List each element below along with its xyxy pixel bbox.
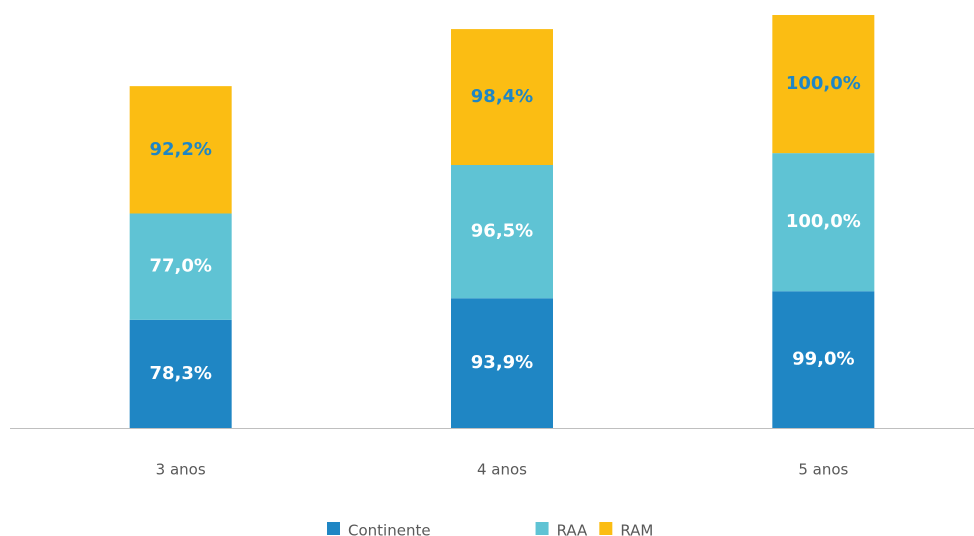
legend-swatch xyxy=(327,522,340,535)
legend-label: RAA xyxy=(557,522,588,536)
data-label: 100,0% xyxy=(786,211,861,232)
data-label: 92,2% xyxy=(149,139,211,160)
bar-segment xyxy=(772,291,875,428)
bar-segment xyxy=(129,86,232,214)
bar-segment xyxy=(129,213,232,320)
x-tick-label: 5 anos xyxy=(798,461,848,479)
legend-swatch xyxy=(535,522,549,535)
x-tick-label: 4 anos xyxy=(477,461,527,479)
bar-segment xyxy=(772,153,875,292)
data-label: 96,5% xyxy=(471,221,533,242)
bar-segment xyxy=(129,319,232,428)
legend-label: RAM xyxy=(620,522,653,536)
data-label: 77,0% xyxy=(149,256,211,277)
bar-segment xyxy=(451,165,553,299)
legend-label: Continente xyxy=(348,522,431,536)
data-label: 98,4% xyxy=(471,86,533,107)
data-label: 100,0% xyxy=(786,73,861,94)
data-label: 93,9% xyxy=(471,352,533,373)
bar-segment xyxy=(451,29,553,166)
data-label: 78,3% xyxy=(149,363,211,384)
legend-swatch xyxy=(599,522,613,535)
bar-segment xyxy=(772,15,875,154)
data-label: 99,0% xyxy=(792,349,854,370)
bar-segment xyxy=(451,298,553,428)
x-tick-label: 3 anos xyxy=(156,461,206,479)
